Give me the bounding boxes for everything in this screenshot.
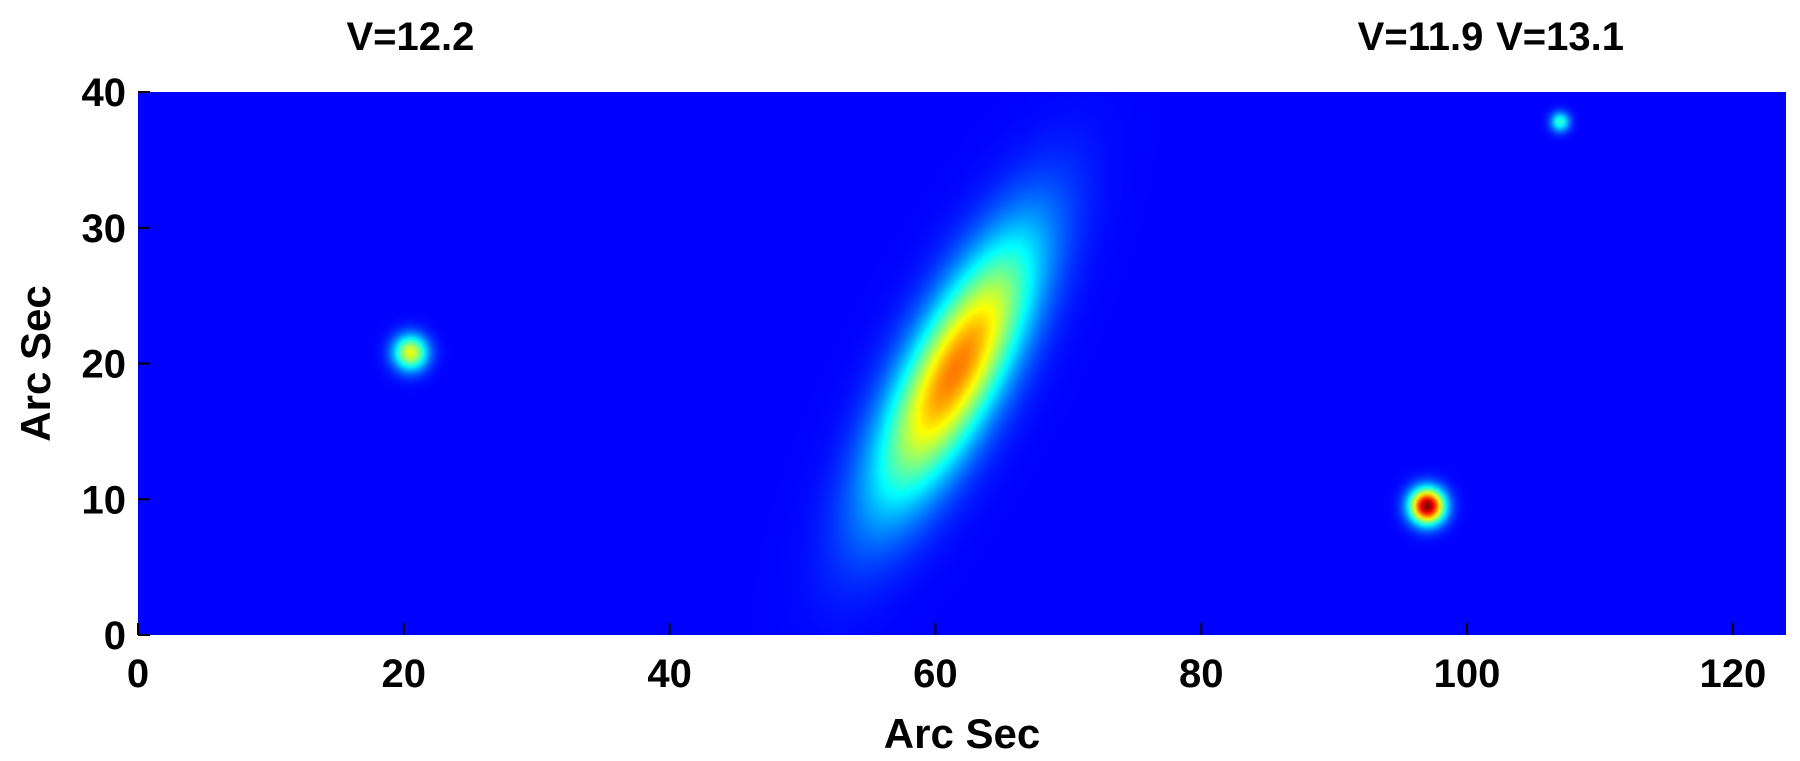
magnitude-label: V=11.9 bbox=[1358, 15, 1484, 59]
x-axis-ticks: 0 20 40 60 80 100 120 bbox=[127, 623, 1766, 696]
magnitude-label: V=13.1 bbox=[1496, 15, 1624, 59]
x-tick-label: 0 bbox=[127, 652, 149, 696]
x-axis-label: Arc Sec bbox=[884, 710, 1040, 757]
y-tick-label: 40 bbox=[82, 71, 127, 115]
magnitude-annotations: V=12.2 V=11.9 V=13.1 bbox=[347, 15, 1625, 59]
y-axis-label: Arc Sec bbox=[12, 285, 59, 441]
y-axis-ticks: 0 10 20 30 40 bbox=[82, 71, 150, 658]
intensity-heatmap bbox=[138, 92, 1786, 635]
x-tick-label: 100 bbox=[1434, 652, 1501, 696]
magnitude-label: V=12.2 bbox=[347, 15, 475, 59]
x-tick-label: 60 bbox=[913, 652, 958, 696]
x-tick-label: 40 bbox=[647, 652, 692, 696]
x-tick-label: 80 bbox=[1179, 652, 1224, 696]
x-tick-label: 20 bbox=[382, 652, 427, 696]
y-tick-label: 0 bbox=[104, 614, 126, 658]
y-tick-label: 20 bbox=[82, 343, 127, 387]
y-tick-label: 30 bbox=[82, 207, 127, 251]
x-tick-label: 120 bbox=[1699, 652, 1766, 696]
y-tick-label: 10 bbox=[82, 478, 127, 522]
